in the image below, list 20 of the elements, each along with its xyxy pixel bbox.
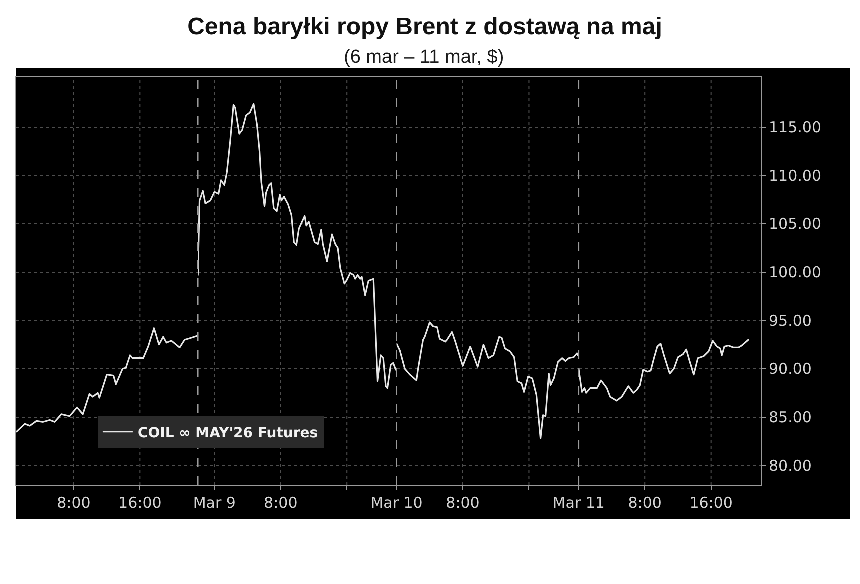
- x-tick-label: Mar 9: [193, 494, 236, 512]
- x-tick-label: 8:00: [264, 494, 298, 512]
- x-tick-label: Mar 10: [370, 494, 423, 512]
- x-tick-label: Mar 11: [552, 494, 605, 512]
- y-tick-label: 85.00: [769, 408, 812, 427]
- x-tick-label: 8:00: [57, 494, 91, 512]
- x-tick-label: 16:00: [690, 494, 733, 512]
- y-tick-label: 80.00: [769, 456, 812, 475]
- y-tick-label: 105.00: [769, 215, 822, 234]
- y-tick-label: 110.00: [769, 166, 822, 185]
- y-tick-label: 115.00: [769, 118, 822, 137]
- x-tick-label: 8:00: [446, 494, 480, 512]
- x-tick-label: 8:00: [628, 494, 662, 512]
- y-tick-label: 90.00: [769, 360, 812, 378]
- y-tick-label: 100.00: [769, 264, 822, 282]
- chart-subtitle: (6 mar – 11 mar, $): [344, 47, 504, 68]
- chart-title: Cena baryłki ropy Brent z dostawą na maj: [188, 13, 662, 40]
- legend-label: COIL ∞ MAY'26 Futures: [138, 425, 318, 442]
- x-tick-label: 16:00: [118, 494, 162, 512]
- y-tick-label: 95.00: [769, 312, 812, 330]
